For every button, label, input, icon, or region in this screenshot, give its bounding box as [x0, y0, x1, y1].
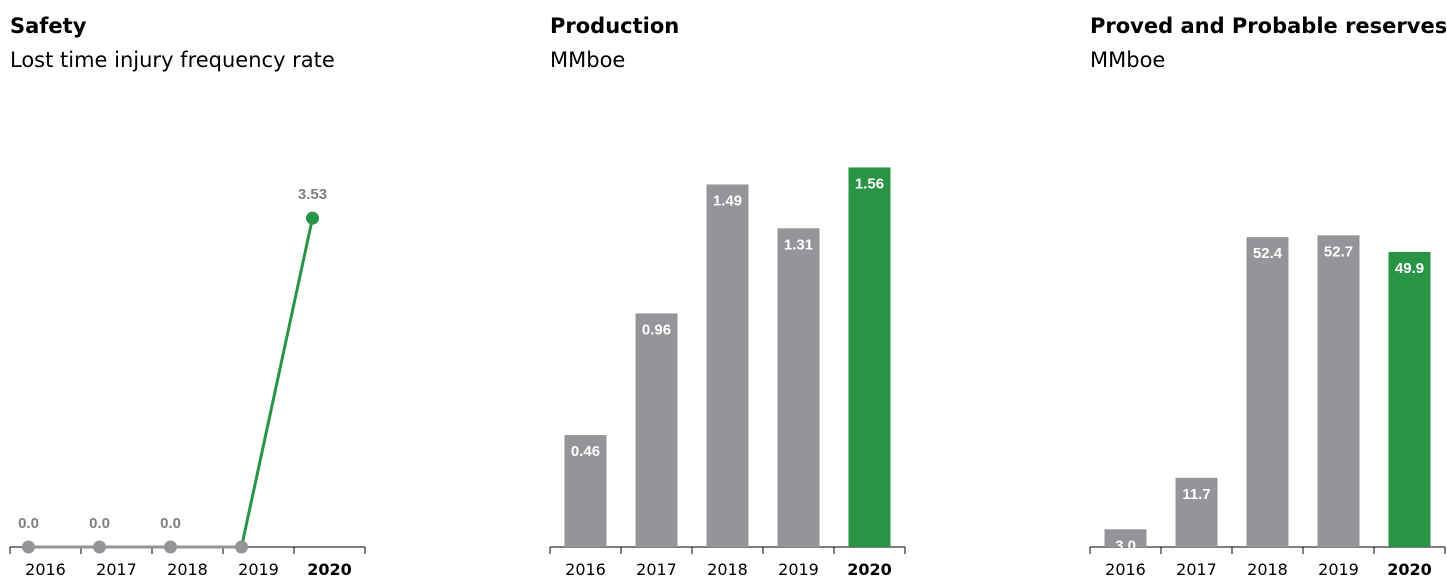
data-label: 11.7 — [1182, 486, 1210, 503]
production-panel: Production MMboe 2016 2017 2018 2019 2020 0.4… — [549, 0, 910, 580]
bar — [706, 184, 749, 547]
bar — [635, 313, 678, 547]
data-label: 52.7 — [1324, 243, 1353, 260]
data-point — [22, 540, 35, 554]
data-label: 0.0 — [18, 515, 39, 532]
x-tick-label: 2019 — [778, 560, 819, 579]
bar — [1317, 235, 1360, 548]
bar — [1246, 237, 1289, 548]
data-label: 3.53 — [298, 186, 327, 203]
series-line — [240, 217, 314, 548]
bar — [1104, 529, 1147, 547]
data-label: 0.0 — [89, 515, 110, 532]
safety-panel: Safety Lost time injury frequency rate 2… — [9, 0, 370, 580]
x-tick-label: 2019 — [238, 560, 279, 579]
data-point — [93, 540, 106, 554]
x-tick-label: 2019 — [1318, 560, 1359, 579]
x-tick-label: 2017 — [636, 560, 677, 579]
data-point — [235, 540, 248, 554]
x-tick-label: 2018 — [707, 560, 748, 579]
production-title: Production — [550, 14, 680, 38]
x-tick-label: 2016 — [565, 560, 606, 579]
safety-subtitle: Lost time injury frequency rate — [10, 48, 335, 72]
reserves-chart: 2016 2017 2018 2019 2020 3.0 11.7 52.4 52.7 49.9 — [1089, 235, 1446, 579]
safety-title: Safety — [10, 14, 87, 38]
x-tick-label: 2017 — [96, 560, 137, 579]
x-tick-label: 2018 — [1247, 560, 1288, 579]
data-label: 0.46 — [571, 443, 600, 460]
data-point — [164, 540, 177, 554]
data-label: 3.0 — [1115, 537, 1136, 554]
bar — [1388, 251, 1431, 547]
production-subtitle: MMboe — [550, 48, 626, 72]
x-tick-label: 2020 — [1387, 560, 1432, 579]
bar — [848, 167, 891, 548]
production-chart: 2016 2017 2018 2019 2020 0.46 0.96 1.49 1.31 1.56 — [549, 167, 906, 579]
bar — [564, 435, 607, 547]
data-label: 1.31 — [784, 236, 813, 253]
data-label: 0.0 — [160, 515, 181, 532]
x-tick-label: 2020 — [307, 560, 352, 579]
safety-chart: 2016 2017 2018 2019 2020 0.0 0.0 0.0 3.53 — [9, 186, 366, 579]
reserves-panel: Proved and Probable reserves MMboe 2016 2… — [1089, 0, 1447, 580]
x-tick-label: 2016 — [25, 560, 66, 579]
x-tick-label: 2016 — [1105, 560, 1146, 579]
x-tick-label: 2020 — [847, 560, 892, 579]
bar — [1175, 477, 1218, 547]
data-label: 49.9 — [1395, 260, 1424, 277]
data-label: 0.96 — [642, 321, 671, 338]
reserves-subtitle: MMboe — [1090, 48, 1166, 72]
bar — [777, 228, 820, 547]
data-label: 1.49 — [713, 192, 742, 209]
x-tick-label: 2017 — [1176, 560, 1217, 579]
reserves-title: Proved and Probable reserves — [1090, 14, 1447, 38]
data-point — [306, 211, 319, 225]
data-label: 1.56 — [855, 175, 884, 192]
x-tick-label: 2018 — [167, 560, 208, 579]
data-label: 52.4 — [1253, 245, 1283, 262]
